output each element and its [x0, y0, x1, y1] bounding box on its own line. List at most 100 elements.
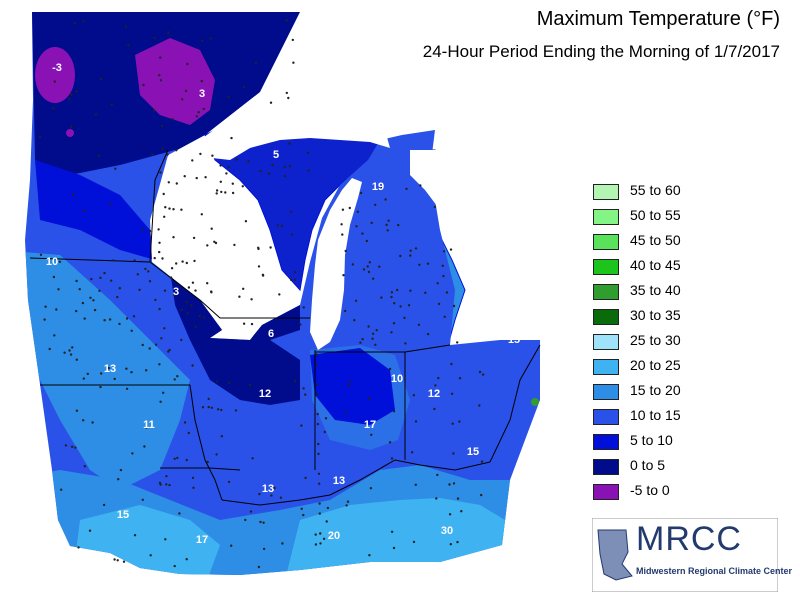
station-dot [233, 243, 236, 247]
station-dot [191, 364, 194, 367]
station-dot [136, 273, 139, 276]
station-dot [290, 233, 293, 236]
station-dot [167, 350, 170, 353]
station-dot [215, 380, 219, 383]
station-dot [344, 411, 348, 414]
station-dot [43, 318, 46, 321]
station-dot [362, 268, 366, 271]
station-dot [103, 271, 106, 275]
station-dot [288, 165, 292, 168]
station-dot [38, 135, 42, 139]
station-dot [288, 142, 291, 145]
station-dot [450, 392, 454, 395]
station-dot [443, 315, 446, 318]
station-dot [281, 542, 284, 545]
station-dot [460, 510, 463, 513]
station-dot [250, 298, 253, 301]
station-dot [141, 498, 144, 501]
station-dot [458, 377, 462, 380]
station-dot [168, 483, 171, 487]
station-dot [110, 103, 114, 106]
station-dot [91, 421, 94, 424]
station-dot [125, 367, 128, 370]
station-dot [172, 236, 175, 239]
legend-swatch [593, 209, 619, 225]
station-dot [118, 287, 122, 290]
station-dot [161, 147, 164, 150]
station-dot [93, 308, 97, 312]
station-dot [388, 441, 392, 444]
station-dot [241, 185, 244, 188]
station-dot [124, 25, 128, 28]
station-dot [374, 203, 377, 206]
legend-label: 10 to 15 [630, 407, 681, 423]
station-dot [316, 422, 320, 426]
station-dot [361, 338, 364, 341]
logo-text: MRCC [636, 520, 742, 558]
station-dot [269, 246, 272, 249]
station-dot [414, 483, 417, 486]
station-dot [215, 453, 218, 456]
station-dot [254, 61, 258, 64]
station-dot [118, 322, 121, 326]
station-dots [38, 19, 485, 569]
station-dot [220, 408, 223, 412]
station-dot [224, 191, 227, 194]
station-dot [132, 315, 136, 318]
map-title: Maximum Temperature (°F) [536, 8, 780, 30]
legend-swatch [593, 409, 619, 425]
station-dot [397, 223, 400, 227]
station-dot [452, 452, 455, 455]
station-dot [162, 192, 165, 196]
station-dot [163, 289, 167, 292]
station-dot [442, 274, 445, 278]
legend-item: 25 to 30 [593, 330, 773, 355]
station-dot [390, 295, 393, 299]
station-dot [227, 381, 231, 384]
station-dot [175, 182, 178, 185]
station-dot [206, 282, 209, 285]
station-dot [162, 391, 165, 394]
station-dot [231, 191, 235, 195]
station-dot [158, 74, 161, 77]
station-dot [269, 101, 273, 104]
station-dot [108, 318, 112, 321]
station-dot [187, 286, 191, 289]
station-dot [356, 210, 359, 213]
station-dot [158, 307, 161, 311]
station-dot [75, 409, 79, 412]
station-dot [180, 338, 183, 342]
temperature-value-label: 15 [117, 509, 129, 521]
station-dot [145, 369, 148, 372]
station-dot [435, 497, 438, 500]
station-dot [200, 213, 203, 216]
station-dot [147, 270, 150, 273]
logo-subtitle: Midwestern Regional Climate Center [636, 566, 793, 576]
station-dot [417, 323, 421, 326]
station-dot [176, 375, 179, 378]
station-dot [173, 457, 176, 460]
legend-label: 40 to 45 [630, 257, 681, 273]
lake-superior [200, 108, 390, 160]
station-dot [375, 329, 378, 332]
station-dot [190, 304, 193, 307]
station-dot [153, 36, 156, 40]
station-dot [154, 298, 157, 302]
station-dot [99, 276, 102, 279]
temperature-value-label: 30 [441, 525, 453, 537]
station-dot [192, 236, 196, 240]
station-dot [293, 270, 297, 274]
station-dot [405, 187, 408, 191]
temperature-value-label: 12 [428, 388, 440, 400]
station-dot [436, 473, 439, 477]
station-dot [206, 244, 209, 247]
station-dot [227, 480, 231, 484]
station-dot [299, 323, 302, 326]
legend-label: 5 to 10 [630, 432, 673, 448]
station-dot [63, 351, 66, 354]
station-dot [314, 533, 317, 536]
station-dot [445, 291, 449, 294]
station-dot [68, 349, 71, 352]
station-dot [278, 293, 281, 296]
station-dot [159, 56, 162, 59]
